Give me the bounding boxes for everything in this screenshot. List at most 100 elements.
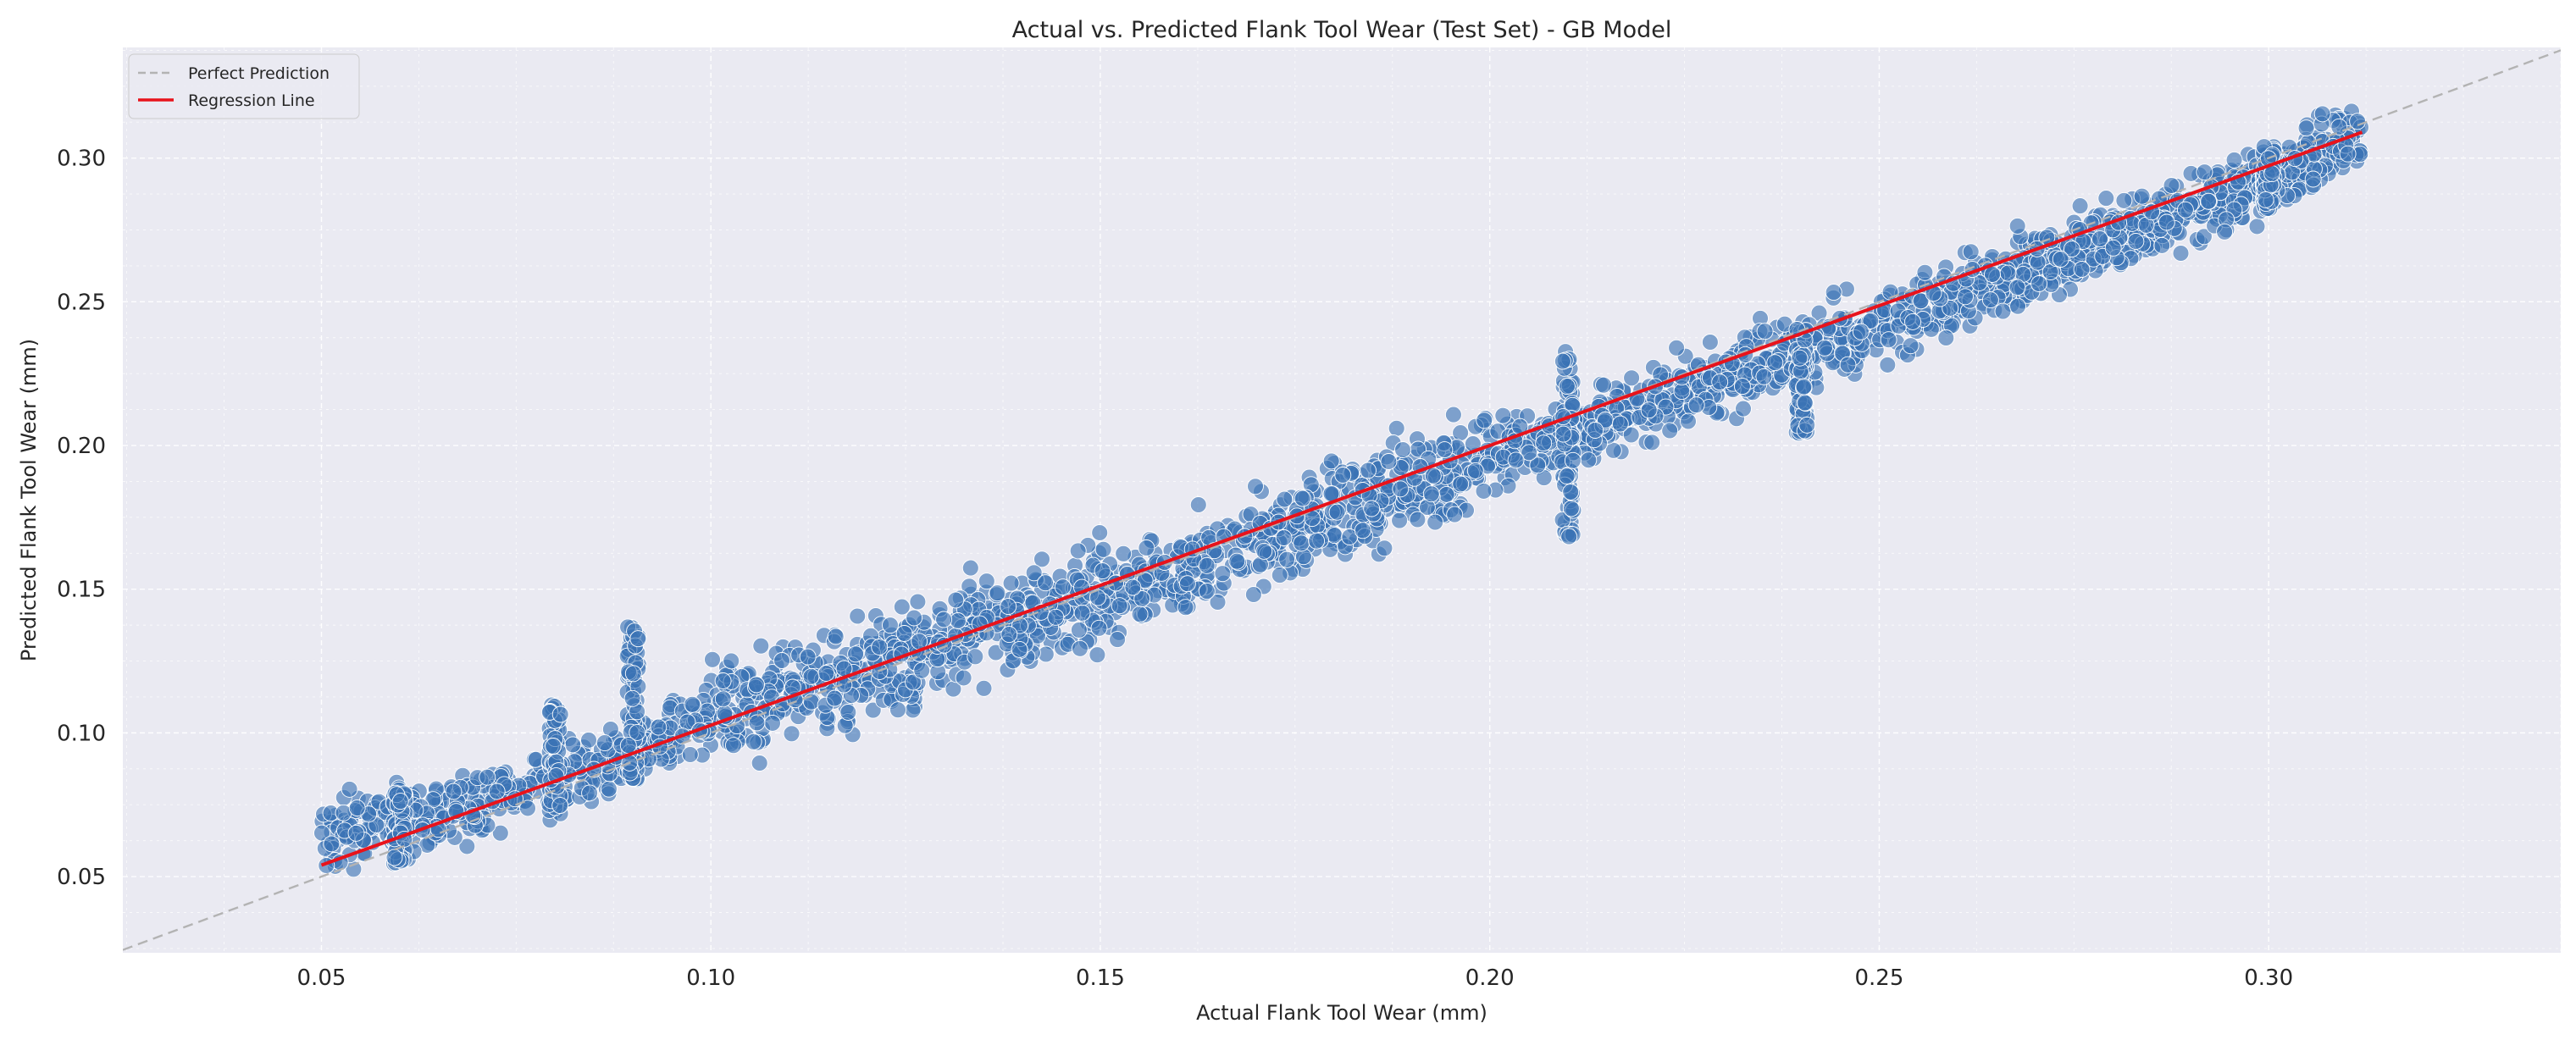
data-point	[1094, 540, 1112, 558]
data-point	[551, 705, 569, 723]
data-point	[391, 793, 409, 810]
data-point	[2063, 241, 2080, 257]
data-point	[1111, 597, 1128, 615]
grid	[123, 47, 2562, 953]
data-point	[961, 578, 978, 595]
y-tick-label: 0.30	[57, 147, 106, 172]
data-point	[624, 665, 642, 683]
data-point	[1214, 565, 1232, 583]
data-point	[714, 672, 732, 689]
data-point	[2104, 239, 2122, 257]
data-point	[1037, 574, 1055, 592]
data-point	[773, 652, 790, 669]
data-point	[519, 799, 536, 817]
data-point	[909, 593, 927, 611]
data-point	[1904, 313, 1921, 330]
data-point	[1054, 578, 1072, 596]
data-point	[2196, 163, 2213, 181]
data-point	[1507, 451, 1525, 469]
data-point	[650, 718, 668, 736]
data-point	[935, 611, 953, 628]
data-point	[1444, 406, 1462, 423]
data-point	[2052, 251, 2069, 268]
data-point	[1276, 490, 1294, 508]
data-point	[551, 797, 569, 815]
data-point	[488, 783, 506, 800]
perfect-prediction-line	[123, 49, 2561, 951]
data-point	[1564, 451, 1582, 469]
data-point	[1521, 444, 1538, 462]
data-point	[1247, 478, 1264, 495]
data-point	[2153, 236, 2171, 254]
data-point	[1554, 352, 1571, 370]
legend-box	[128, 53, 360, 119]
y-tick-label: 0.15	[57, 578, 106, 603]
data-point	[1091, 524, 1109, 541]
data-point	[1937, 329, 1955, 346]
data-point	[1816, 339, 1833, 357]
data-point	[1466, 462, 1484, 479]
data-point	[2091, 230, 2108, 248]
data-point	[1452, 475, 1470, 493]
data-point	[1255, 542, 1273, 560]
data-point	[1604, 441, 1622, 459]
x-tick-label: 0.20	[1465, 965, 1515, 991]
data-point	[904, 701, 922, 719]
data-point	[445, 783, 463, 800]
data-point	[1558, 467, 1576, 485]
data-point	[2008, 279, 2026, 296]
data-point	[1115, 545, 1133, 562]
data-point	[1294, 490, 1311, 507]
legend: Perfect Prediction Regression Line	[128, 53, 360, 119]
data-point	[1209, 594, 1227, 611]
data-point	[2172, 245, 2190, 262]
data-point	[2127, 233, 2145, 250]
data-point	[1011, 640, 1028, 658]
data-point	[1275, 529, 1293, 546]
data-point	[341, 780, 358, 798]
data-point	[1623, 369, 1641, 387]
data-point	[1916, 263, 1934, 281]
data-point	[1733, 378, 1751, 396]
data-point	[1133, 590, 1151, 607]
data-point	[600, 780, 618, 798]
data-point	[1755, 368, 1773, 385]
data-point	[2115, 191, 2133, 209]
data-point	[905, 673, 922, 691]
data-point	[1391, 512, 1409, 529]
data-point	[799, 648, 817, 666]
data-point	[2225, 151, 2243, 169]
data-point	[1661, 422, 1679, 440]
data-point	[967, 648, 984, 666]
data-point	[1476, 412, 1493, 429]
data-point	[2195, 228, 2213, 246]
data-point	[1322, 452, 1340, 470]
data-point	[1839, 356, 1857, 373]
data-point	[458, 838, 476, 855]
data-point	[596, 734, 613, 752]
data-point	[2330, 118, 2348, 136]
data-point	[629, 723, 646, 741]
data-point	[623, 689, 641, 707]
data-point	[1680, 412, 1697, 430]
data-point	[895, 625, 913, 642]
data-point	[1962, 243, 1980, 261]
x-tick-label: 0.10	[686, 965, 735, 991]
x-axis-ticks: 0.05 0.10 0.15 0.20 0.25 0.30	[297, 965, 2294, 991]
data-point	[2313, 105, 2331, 123]
data-point	[724, 737, 742, 755]
data-point	[1071, 639, 1089, 657]
regression-line	[320, 130, 2363, 867]
data-point	[1756, 323, 1774, 340]
data-point	[2297, 119, 2315, 137]
data-point	[1354, 522, 1371, 539]
data-point	[1554, 425, 1572, 443]
data-point	[629, 630, 647, 648]
data-point	[619, 737, 637, 755]
data-point	[1363, 500, 1381, 517]
data-point	[783, 725, 800, 743]
data-point	[1002, 574, 1020, 592]
data-point	[1293, 534, 1310, 552]
x-tick-label: 0.25	[1855, 965, 1904, 991]
